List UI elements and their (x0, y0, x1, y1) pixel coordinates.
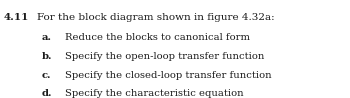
Text: Specify the open-loop transfer function: Specify the open-loop transfer function (65, 52, 264, 61)
Text: Reduce the blocks to canonical form: Reduce the blocks to canonical form (65, 33, 250, 42)
Text: b.: b. (41, 52, 52, 61)
Text: c.: c. (41, 71, 51, 80)
Text: For the block diagram shown in figure 4.32a:: For the block diagram shown in figure 4.… (37, 13, 274, 22)
Text: a.: a. (41, 33, 51, 42)
Text: Specify the closed-loop transfer function: Specify the closed-loop transfer functio… (65, 71, 271, 80)
Text: 4.11: 4.11 (4, 13, 29, 22)
Text: d.: d. (41, 89, 52, 98)
Text: Specify the characteristic equation: Specify the characteristic equation (65, 89, 243, 98)
